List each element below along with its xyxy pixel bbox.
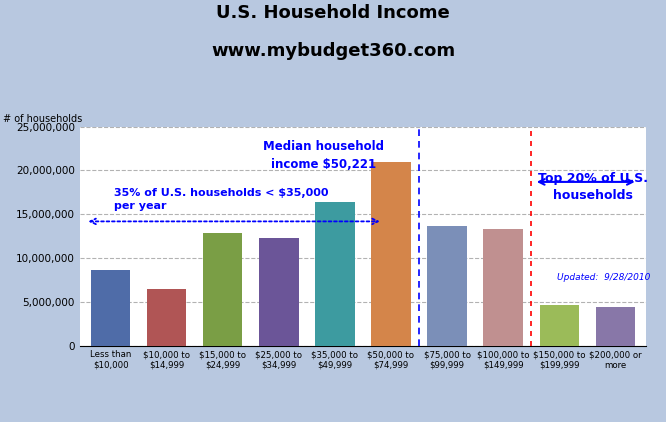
Text: 35% of U.S. households < $35,000
per year: 35% of U.S. households < $35,000 per yea…	[113, 188, 328, 211]
Text: Updated:  9/28/2010: Updated: 9/28/2010	[557, 273, 651, 282]
Text: Top 20% of U.S.
households: Top 20% of U.S. households	[537, 172, 648, 202]
Bar	[91, 270, 131, 346]
Bar	[372, 162, 411, 346]
Text: www.mybudget360.com: www.mybudget360.com	[211, 42, 455, 60]
Text: U.S. Household Income: U.S. Household Income	[216, 4, 450, 22]
Text: # of households: # of households	[3, 114, 83, 124]
Bar	[539, 305, 579, 346]
Bar	[259, 238, 298, 346]
Bar	[203, 233, 242, 346]
Text: Median household
income $50,221: Median household income $50,221	[263, 140, 384, 171]
Bar	[595, 306, 635, 346]
Bar	[147, 289, 186, 346]
Bar	[484, 229, 523, 346]
Bar	[315, 202, 354, 346]
Bar	[428, 226, 467, 346]
